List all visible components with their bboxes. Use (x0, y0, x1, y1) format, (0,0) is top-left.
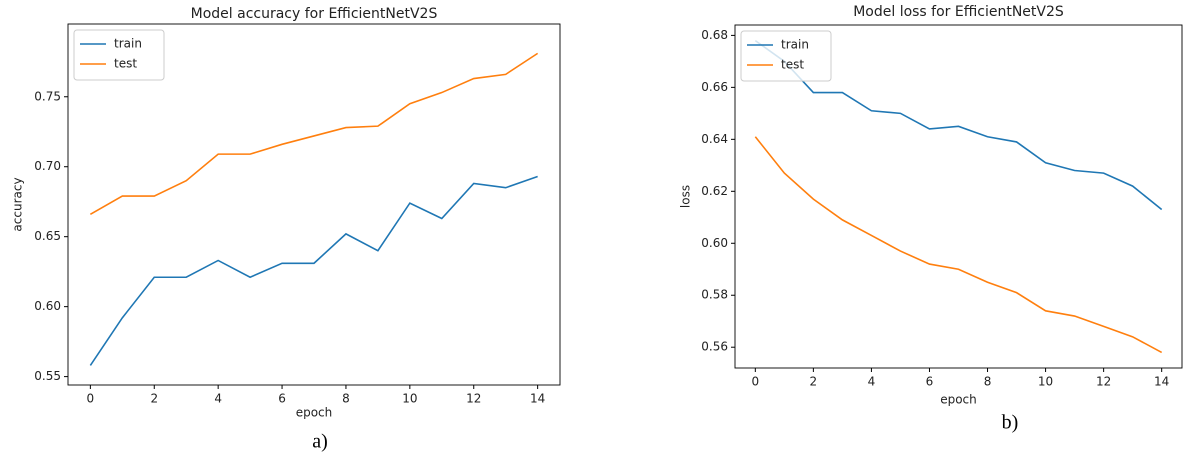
y-tick-label: 0.64 (701, 132, 728, 146)
x-tick-label: 14 (530, 392, 545, 406)
line-series (89, 175, 538, 366)
chart-title: Model loss for EfficientNetV2S (853, 4, 1064, 20)
plot-frame (67, 23, 561, 386)
x-tick-label: 12 (1096, 375, 1111, 389)
caption: b) (1002, 412, 1019, 434)
line-series (754, 39, 1163, 211)
x-tick-label: 8 (984, 375, 992, 389)
y-axis-label: accuracy (11, 177, 25, 231)
x-tick-label: 8 (342, 392, 350, 406)
caption: a) (312, 431, 328, 453)
y-tick-label: 0.60 (34, 299, 61, 313)
x-tick-label: 6 (926, 375, 934, 389)
legend-box (740, 30, 832, 82)
line-series (89, 52, 539, 215)
y-tick-label: 0.60 (701, 236, 728, 250)
legend-label: test (114, 57, 137, 71)
legend-label: train (114, 37, 142, 51)
x-tick-label: 4 (868, 375, 876, 389)
y-tick-label: 0.65 (34, 229, 61, 243)
x-tick-label: 0 (87, 392, 95, 406)
y-tick-label: 0.66 (701, 80, 728, 94)
chart-title: Model accuracy for EfficientNetV2S (191, 6, 438, 22)
x-axis-label: epoch (296, 406, 333, 420)
x-tick-label: 2 (150, 392, 158, 406)
x-axis-label: epoch (940, 393, 977, 407)
plot-frame (734, 24, 1183, 369)
y-tick-label: 0.68 (701, 28, 728, 42)
x-tick-label: 10 (402, 392, 417, 406)
x-tick-label: 10 (1038, 375, 1053, 389)
x-tick-label: 6 (278, 392, 286, 406)
x-tick-label: 4 (214, 392, 222, 406)
y-tick-label: 0.70 (34, 159, 61, 173)
x-tick-label: 0 (751, 375, 759, 389)
legend-box (73, 29, 165, 81)
legend-label: test (781, 58, 804, 72)
x-tick-label: 12 (466, 392, 481, 406)
y-tick-label: 0.75 (34, 89, 61, 103)
legend-label: train (781, 38, 809, 52)
x-tick-label: 2 (810, 375, 818, 389)
y-tick-label: 0.56 (701, 340, 728, 354)
x-tick-label: 14 (1154, 375, 1169, 389)
y-tick-label: 0.55 (34, 369, 61, 383)
y-tick-label: 0.62 (701, 184, 728, 198)
y-axis-label: loss (679, 185, 693, 208)
line-series (754, 136, 1163, 354)
y-tick-label: 0.58 (701, 288, 728, 302)
